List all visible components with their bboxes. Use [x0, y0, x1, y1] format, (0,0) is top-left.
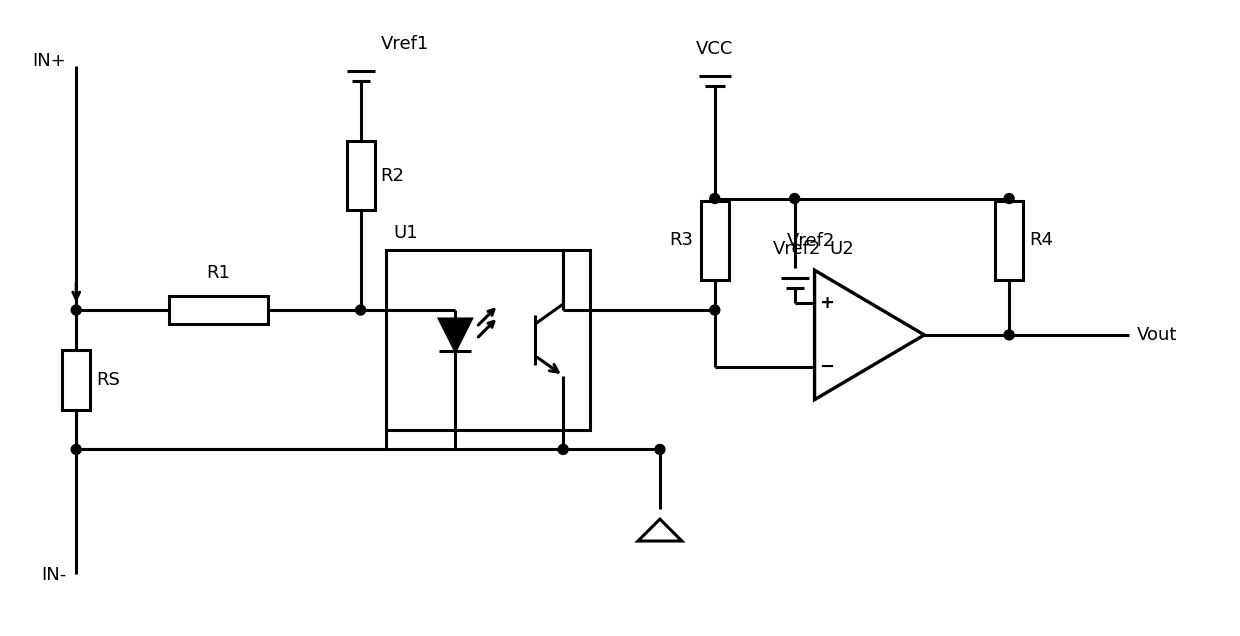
Circle shape [558, 445, 568, 454]
Text: U2: U2 [830, 240, 854, 258]
Circle shape [790, 193, 800, 204]
Circle shape [709, 193, 719, 204]
Circle shape [1004, 330, 1014, 340]
Circle shape [71, 445, 81, 454]
Bar [169, 296, 268, 324]
Text: Vout: Vout [1137, 326, 1177, 344]
Circle shape [1004, 193, 1014, 204]
Polygon shape [439, 319, 471, 351]
Text: Vref2: Vref2 [786, 232, 835, 251]
Text: R3: R3 [668, 232, 693, 249]
Circle shape [709, 305, 719, 315]
Bar [701, 200, 729, 280]
Bar [386, 251, 590, 429]
Text: Vref1: Vref1 [381, 35, 429, 53]
Text: R1: R1 [207, 264, 231, 282]
Bar [996, 200, 1023, 280]
Text: Vref2: Vref2 [773, 240, 821, 258]
Circle shape [655, 445, 665, 454]
Text: R4: R4 [1029, 232, 1053, 249]
Text: IN+: IN+ [32, 52, 66, 70]
Text: VCC: VCC [696, 40, 734, 58]
Bar [62, 350, 91, 410]
Text: R2: R2 [381, 167, 404, 184]
Circle shape [356, 305, 366, 315]
Text: +: + [820, 294, 835, 312]
Text: U1: U1 [393, 225, 418, 242]
Text: −: − [818, 358, 835, 377]
Text: RS: RS [97, 371, 120, 389]
Text: IN-: IN- [41, 566, 66, 584]
Bar [347, 141, 374, 211]
Circle shape [71, 305, 81, 315]
